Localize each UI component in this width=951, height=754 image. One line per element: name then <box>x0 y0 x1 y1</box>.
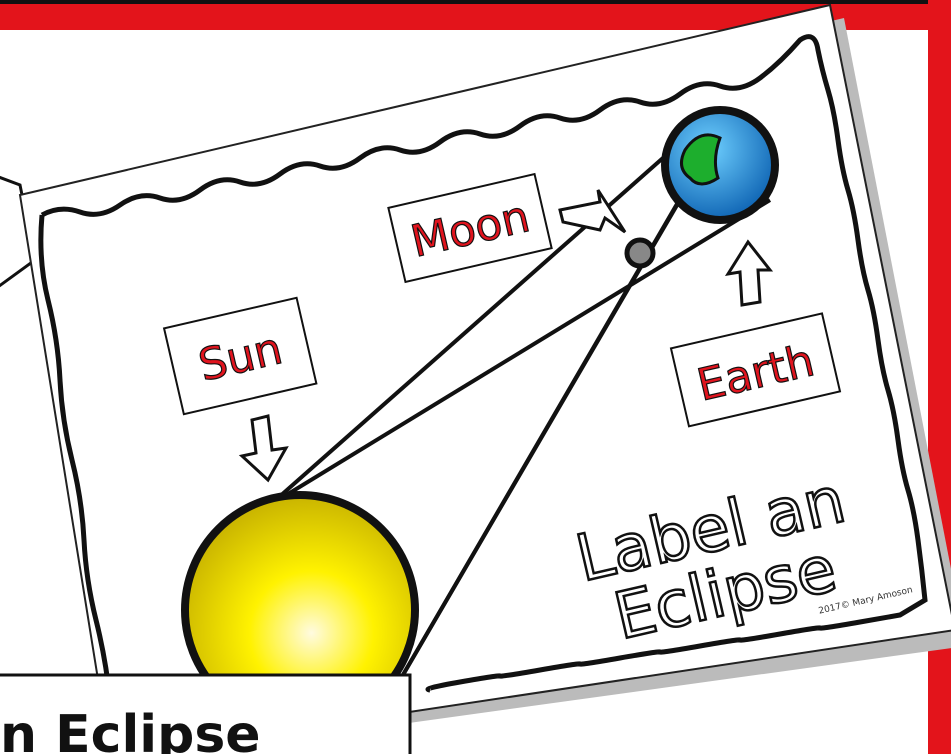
eclipse-worksheet: Moon Sun Earth Label an Eclipse 2017© Ma… <box>0 0 951 754</box>
moon <box>627 240 653 266</box>
frame-edge <box>0 0 951 4</box>
caption: n Eclipse <box>0 705 261 754</box>
